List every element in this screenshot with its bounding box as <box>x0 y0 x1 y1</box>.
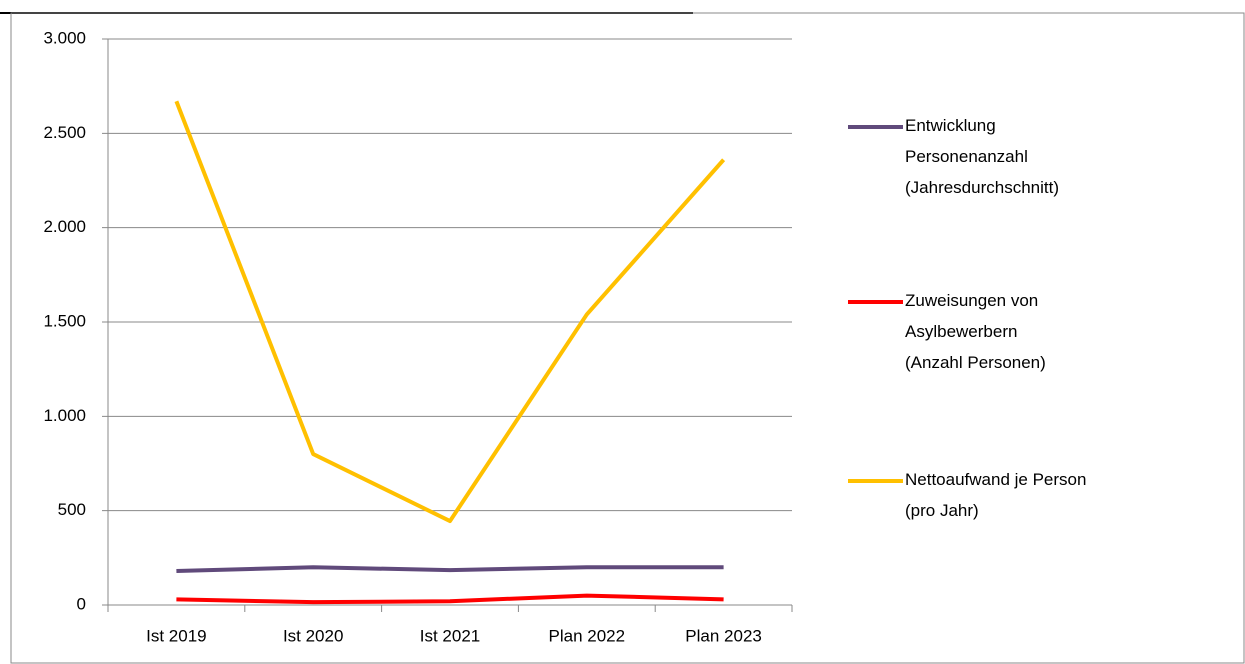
legend-label: Entwicklung Personenanzahl (Jahresdurchsch… <box>905 116 1059 197</box>
y-tick-label: 500 <box>58 500 86 519</box>
y-tick-label: 1.000 <box>43 406 86 425</box>
x-tick-label: Ist 2019 <box>146 626 207 645</box>
x-tick-label: Ist 2021 <box>420 626 481 645</box>
y-tick-label: 2.500 <box>43 123 86 142</box>
y-tick-label: 3.000 <box>43 28 86 47</box>
x-tick-label: Plan 2023 <box>685 626 762 645</box>
series-line <box>174 100 726 524</box>
y-tick-label: 2.000 <box>43 217 86 236</box>
series-line <box>176 593 724 605</box>
legend-label: Nettoaufwand je Person (pro Jahr) <box>905 470 1086 520</box>
y-tick-label: 1.500 <box>43 311 86 330</box>
x-tick-label: Ist 2020 <box>283 626 344 645</box>
series-line <box>176 565 724 574</box>
x-tick-label: Plan 2022 <box>549 626 626 645</box>
y-tick-label: 0 <box>77 594 86 613</box>
chart-frame <box>10 12 1245 664</box>
legend-label: Zuweisungen von Asylbewerbern (Anzahl Pers… <box>905 291 1046 372</box>
